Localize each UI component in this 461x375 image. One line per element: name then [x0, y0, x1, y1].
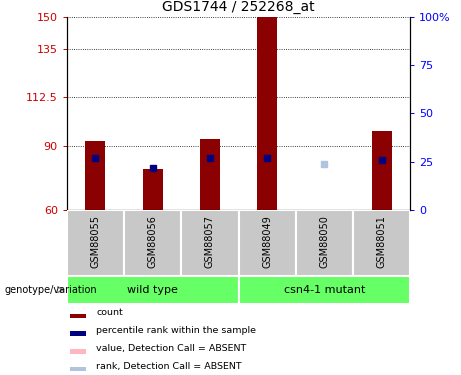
Text: GSM88050: GSM88050 [319, 215, 330, 268]
Bar [372, 130, 392, 210]
Bar [70, 367, 86, 371]
Text: count: count [96, 308, 123, 317]
FancyBboxPatch shape [124, 210, 181, 276]
FancyBboxPatch shape [181, 210, 239, 276]
Text: GSM88051: GSM88051 [377, 215, 387, 268]
Text: rank, Detection Call = ABSENT: rank, Detection Call = ABSENT [96, 362, 242, 370]
Text: genotype/variation: genotype/variation [5, 285, 97, 295]
Text: csn4-1 mutant: csn4-1 mutant [284, 285, 365, 295]
FancyBboxPatch shape [296, 210, 353, 276]
Bar [143, 169, 163, 210]
Text: percentile rank within the sample: percentile rank within the sample [96, 326, 256, 335]
Text: wild type: wild type [127, 285, 178, 295]
Bar [70, 332, 86, 336]
Bar [200, 139, 220, 210]
FancyBboxPatch shape [67, 210, 124, 276]
Text: GSM88057: GSM88057 [205, 215, 215, 268]
Text: value, Detection Call = ABSENT: value, Detection Call = ABSENT [96, 344, 246, 353]
FancyBboxPatch shape [239, 276, 410, 304]
Title: GDS1744 / 252268_at: GDS1744 / 252268_at [162, 0, 315, 15]
Text: GSM88055: GSM88055 [90, 215, 100, 268]
FancyBboxPatch shape [67, 276, 239, 304]
FancyBboxPatch shape [353, 210, 410, 276]
Text: GSM88049: GSM88049 [262, 215, 272, 268]
Bar [257, 17, 277, 210]
FancyBboxPatch shape [239, 210, 296, 276]
Bar [70, 314, 86, 318]
Bar [70, 349, 86, 354]
Text: GSM88056: GSM88056 [148, 215, 158, 268]
Bar [85, 141, 106, 210]
